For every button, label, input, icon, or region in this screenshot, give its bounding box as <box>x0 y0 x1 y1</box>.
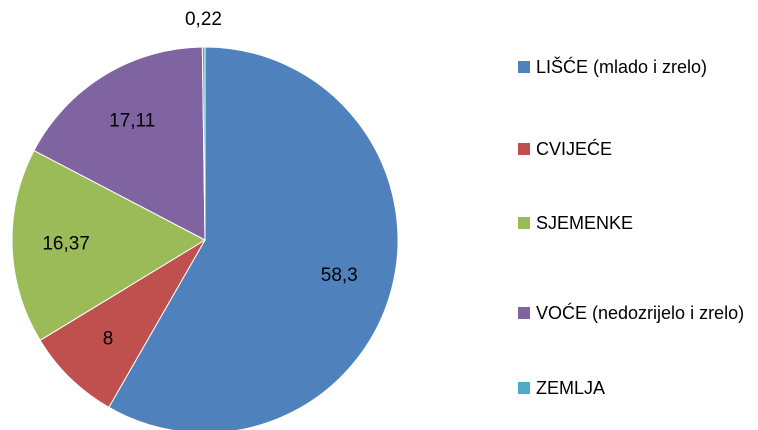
legend-item: ZEMLJA <box>518 373 748 403</box>
legend-swatch <box>518 217 530 229</box>
legend-swatch <box>518 307 530 319</box>
pie-area: 58,3 8 16,37 17,11 0,22 <box>11 9 399 430</box>
pie-slice <box>201 46 206 241</box>
legend-item: LIŠĆE (mlado i zrelo) <box>518 52 748 82</box>
legend-label: SJEMENKE <box>536 213 634 233</box>
legend-swatch <box>518 382 530 394</box>
legend-label: VOĆE (nedozrijelo i zrelo) <box>536 303 745 323</box>
data-label: 0,22 <box>185 9 222 30</box>
legend-item: VOĆE (nedozrijelo i zrelo) <box>518 298 748 328</box>
pie-slice <box>108 46 399 430</box>
pie-slice <box>33 46 206 241</box>
legend-label: ZEMLJA <box>536 378 606 398</box>
legend-label: CVIJEĆE <box>536 139 613 159</box>
legend-swatch <box>518 143 530 155</box>
data-label: 8 <box>103 329 114 350</box>
data-label: 58,3 <box>321 265 358 286</box>
legend-item: SJEMENKE <box>518 208 748 238</box>
data-label: 17,11 <box>109 111 155 132</box>
pie-slice <box>11 149 207 342</box>
legend-item: CVIJEĆE <box>518 134 748 164</box>
legend-label: LIŠĆE (mlado i zrelo) <box>536 57 708 77</box>
pie-slice <box>39 239 206 409</box>
legend-swatch <box>518 61 530 73</box>
data-label: 16,37 <box>42 234 90 255</box>
